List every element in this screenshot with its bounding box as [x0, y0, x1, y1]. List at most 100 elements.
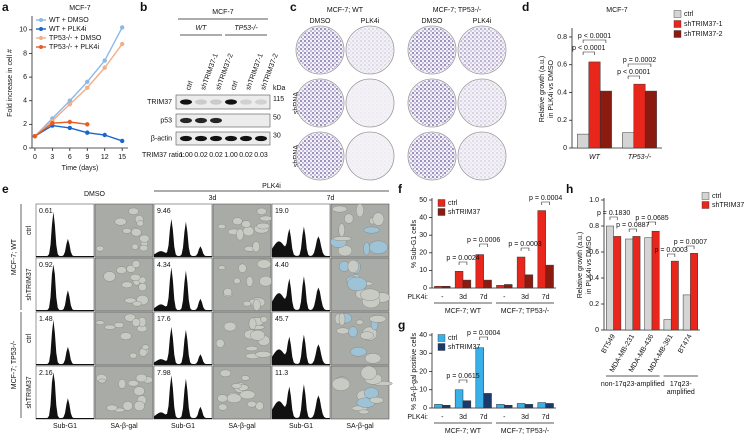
cell [95, 245, 105, 252]
significance-bracket [667, 253, 676, 257]
cell [255, 351, 272, 358]
group-label: MCF-7; WT [445, 428, 482, 435]
blot-strip [175, 113, 271, 128]
cell [226, 393, 242, 404]
x-tick-label: - [441, 414, 444, 421]
cell [136, 220, 144, 227]
bar [462, 400, 472, 409]
p-value: p = 0.0003 [655, 247, 688, 254]
group-label: MCF-7; WT [11, 238, 18, 275]
legend-label: WT + DMSO [49, 17, 89, 24]
marker-label: 30 [273, 132, 281, 139]
histogram [36, 264, 94, 311]
bar [670, 260, 679, 331]
data-point [102, 65, 107, 70]
bar [537, 210, 546, 289]
marker-label: 50 [273, 114, 281, 121]
timepoint-label: 3d [209, 195, 217, 202]
y-tick-label: 0.2 [589, 301, 599, 308]
plate-stain [459, 27, 505, 73]
bar [613, 236, 622, 331]
bar [454, 389, 464, 409]
group-label: MCF-7; TP53-/- [433, 7, 482, 14]
y-tick-label: 2 [23, 121, 27, 128]
cell [236, 228, 244, 241]
significance-bracket [627, 63, 652, 67]
column-label: DMSO [422, 18, 444, 25]
y-tick-label: 0.4 [589, 275, 599, 282]
column-label: PLK4i [473, 18, 492, 25]
histogram [154, 267, 212, 311]
plate-stain [347, 80, 393, 126]
y-tick-label: 0 [423, 285, 427, 292]
legend-swatch [673, 30, 682, 38]
blot-band [225, 135, 237, 142]
blot-strip [175, 94, 271, 110]
y-tick-label: 0 [563, 145, 567, 152]
data-point [119, 138, 125, 144]
cell [336, 327, 350, 335]
bar [663, 319, 672, 331]
cell [139, 244, 149, 252]
cell [242, 300, 252, 307]
bar [483, 393, 492, 409]
x-tick-label: TP53-/- [628, 154, 652, 161]
data-point [102, 58, 107, 63]
panel-letter: g [398, 318, 405, 332]
treatment-label: PLK4i [262, 183, 281, 190]
significance-bracket [686, 245, 695, 249]
cell [217, 223, 226, 230]
row-label: ctrl [26, 225, 33, 235]
cell [246, 276, 254, 287]
cell [356, 319, 364, 325]
cell [347, 259, 359, 274]
series-line [34, 27, 123, 137]
x-tick-label: WT [589, 154, 601, 161]
x-tick-label: 6 [68, 154, 72, 161]
significance-bracket [627, 75, 640, 79]
cell [95, 320, 105, 325]
cell [360, 331, 375, 340]
cell [131, 243, 139, 250]
y-axis-label: in PLK4i vs DMSO [548, 59, 555, 118]
bar [516, 256, 526, 289]
y-tick-label: 0.4 [557, 89, 567, 96]
sub-g1-value: 1.48 [39, 316, 53, 323]
cell [369, 396, 384, 404]
plate-stain [297, 27, 343, 73]
sub-g1-value: 11.3 [275, 370, 288, 377]
cell [139, 234, 150, 243]
significance-bracket [479, 243, 488, 247]
cell [215, 338, 225, 348]
column-label: Sub-G1 [171, 423, 195, 430]
cell [223, 321, 237, 332]
legend-swatch [673, 20, 682, 28]
bar [524, 404, 534, 409]
cell [133, 386, 145, 396]
cell [130, 228, 142, 237]
cell [338, 223, 345, 237]
legend-marker [39, 18, 43, 22]
bar [682, 294, 691, 331]
legend-marker [39, 45, 43, 49]
x-tick-label: 3d [521, 414, 529, 421]
x-tick-label: - [503, 294, 506, 301]
histogram [36, 319, 94, 365]
cell [238, 263, 247, 273]
y-tick-label: 30 [419, 232, 427, 239]
group-label: MCF-7; TP53-/- [11, 340, 18, 389]
p-value: p < 0.0001 [617, 69, 650, 76]
plate-stain [459, 133, 505, 179]
legend-label: shTRIM37-2 [684, 31, 723, 38]
blot-band [195, 99, 207, 105]
legend-swatch [673, 10, 682, 18]
cell [355, 203, 364, 218]
blot-band [240, 99, 252, 105]
y-axis-label: in PLK4i vs DMSO [586, 235, 593, 294]
cell [249, 329, 266, 341]
cell [242, 226, 255, 237]
cell [344, 213, 354, 224]
data-point [50, 120, 55, 126]
column-label: Sub-G1 [53, 423, 77, 430]
p-value: p = 0.0024 [446, 255, 479, 262]
